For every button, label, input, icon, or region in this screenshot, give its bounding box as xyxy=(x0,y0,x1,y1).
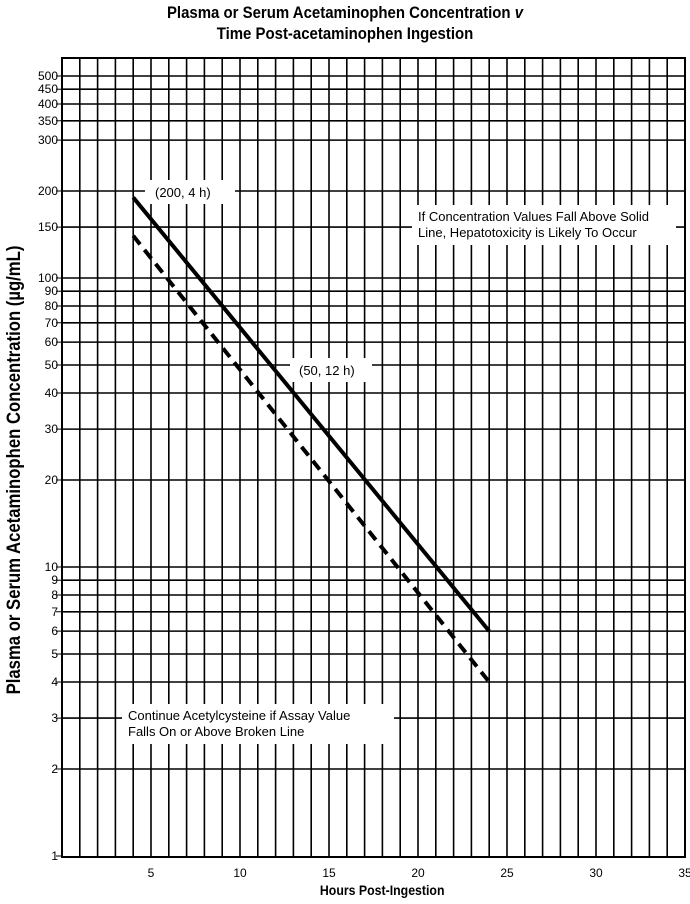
x-tick-10: 10 xyxy=(233,866,247,880)
y-tick-7: 7 xyxy=(51,605,58,619)
y-tick-100: 100 xyxy=(38,271,58,285)
solid-toxicity-line xyxy=(131,196,491,633)
major-grid xyxy=(56,57,686,858)
y-tick-3: 3 xyxy=(51,711,58,725)
chart-title: Plasma or Serum Acetaminophen Concentrat… xyxy=(41,2,648,44)
title-line-2: Time Post-acetaminophen Ingestion xyxy=(216,24,474,43)
y-tick-20: 20 xyxy=(45,473,59,487)
y-tick-400: 400 xyxy=(38,97,58,111)
y-tick-9: 9 xyxy=(51,573,58,587)
y-axis-label-group: Plasma or Serum Acetaminophen Concentrat… xyxy=(3,246,24,695)
x-tick-35: 35 xyxy=(678,866,690,880)
title-line-1: Plasma or Serum Acetaminophen Concentrat… xyxy=(166,3,511,22)
anno-bg-hepatotoxicity xyxy=(412,205,676,245)
y-tick-8: 8 xyxy=(51,588,58,602)
y-tick-2: 2 xyxy=(51,762,58,776)
anno-bg-acetylcysteine xyxy=(122,704,394,744)
anno-acetylcysteine-line-1: Continue Acetylcysteine if Assay Value xyxy=(128,708,350,723)
y-tick-5: 5 xyxy=(51,647,58,661)
anno-hepatotoxicity-line-1: If Concentration Values Fall Above Solid xyxy=(418,209,649,224)
anno-200-4h: (200, 4 h) xyxy=(155,185,211,200)
y-tick-300: 300 xyxy=(38,133,58,147)
x-tick-30: 30 xyxy=(589,866,603,880)
y-tick-80: 80 xyxy=(45,299,59,313)
y-tick-70: 70 xyxy=(45,316,59,330)
anno-bg-50-12h xyxy=(290,358,372,382)
y-tick-90: 90 xyxy=(45,284,59,298)
anno-acetylcysteine-line-2: Falls On or Above Broken Line xyxy=(128,724,304,739)
y-axis-label: Plasma or Serum Acetaminophen Concentrat… xyxy=(3,246,24,695)
x-axis-label: Hours Post-Ingestion xyxy=(319,882,445,898)
title-v: v xyxy=(514,3,524,22)
y-tick-60: 60 xyxy=(45,335,59,349)
x-tick-25: 25 xyxy=(500,866,514,880)
y-tick-150: 150 xyxy=(38,220,58,234)
y-tick-30: 30 xyxy=(45,422,59,436)
x-tick-15: 15 xyxy=(322,866,336,880)
anno-hepatotoxicity-line-2: Line, Hepatotoxicity is Likely To Occur xyxy=(418,225,637,240)
y-tick-40: 40 xyxy=(45,386,59,400)
y-tick-350: 350 xyxy=(38,114,58,128)
y-tick-450: 450 xyxy=(38,82,58,96)
series-lines xyxy=(131,196,491,684)
anno-50-12h: (50, 12 h) xyxy=(299,363,355,378)
y-tick-500: 500 xyxy=(38,69,58,83)
y-tick-10: 10 xyxy=(45,560,59,574)
x-tick-labels: 5 10 15 20 25 30 35 xyxy=(148,866,690,880)
annotations: (200, 4 h) (50, 12 h) If Concentration Val… xyxy=(122,180,676,744)
y-tick-200: 200 xyxy=(38,184,58,198)
y-tick-50: 50 xyxy=(45,358,59,372)
plot-frame xyxy=(61,57,686,858)
x-tick-5: 5 xyxy=(148,866,155,880)
y-tick-6: 6 xyxy=(51,624,58,638)
y-tick-4: 4 xyxy=(51,675,58,689)
dashed-treatment-line xyxy=(131,234,491,684)
y-tick-1: 1 xyxy=(51,849,58,863)
x-tick-20: 20 xyxy=(411,866,425,880)
anno-bg-200-4h xyxy=(145,180,235,204)
